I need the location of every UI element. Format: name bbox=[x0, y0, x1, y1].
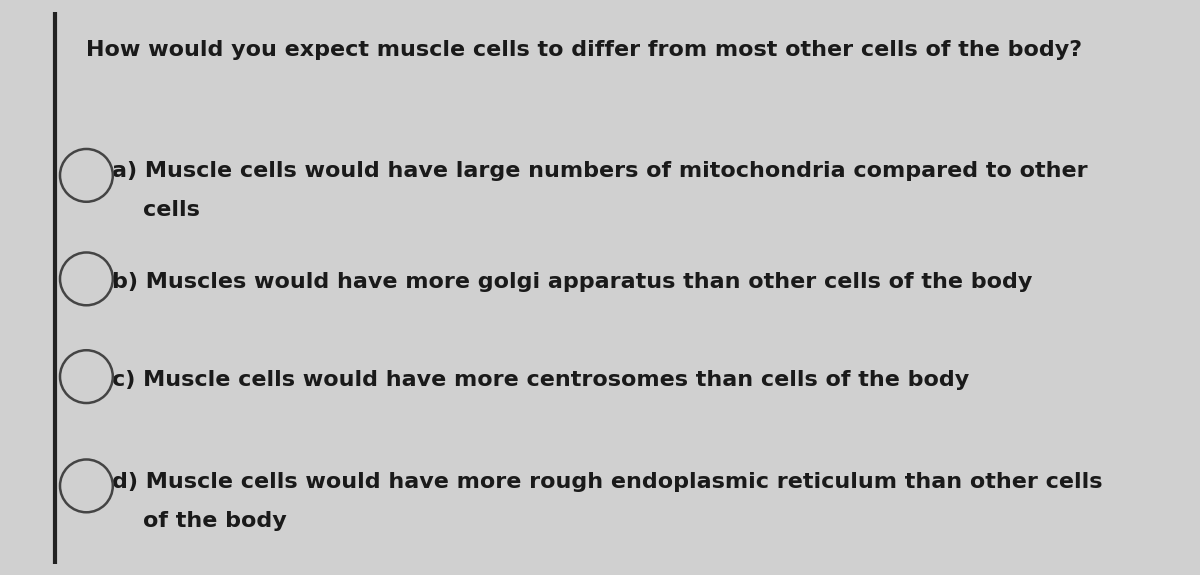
Text: How would you expect muscle cells to differ from most other cells of the body?: How would you expect muscle cells to dif… bbox=[86, 40, 1082, 60]
Text: c) Muscle cells would have more centrosomes than cells of the body: c) Muscle cells would have more centroso… bbox=[112, 370, 968, 390]
Text: d) Muscle cells would have more rough endoplasmic reticulum than other cells: d) Muscle cells would have more rough en… bbox=[112, 472, 1102, 492]
Text: of the body: of the body bbox=[112, 511, 287, 531]
Text: a) Muscle cells would have large numbers of mitochondria compared to other: a) Muscle cells would have large numbers… bbox=[112, 161, 1087, 181]
Text: b) Muscles would have more golgi apparatus than other cells of the body: b) Muscles would have more golgi apparat… bbox=[112, 272, 1032, 292]
Text: cells: cells bbox=[112, 200, 199, 220]
